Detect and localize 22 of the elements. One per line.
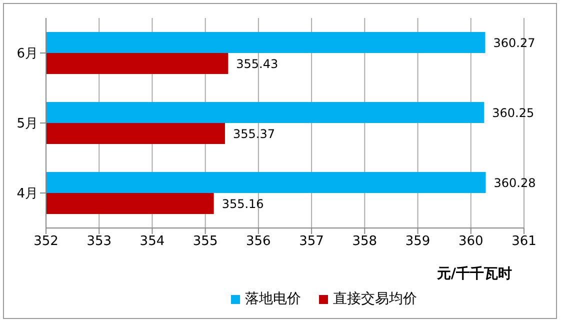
legend-label: 落地电价 — [244, 290, 301, 308]
x-tick-label: 354 — [140, 234, 165, 250]
x-tick-label: 359 — [405, 234, 430, 250]
x-axis-title: 元/千千瓦时 — [436, 265, 512, 282]
x-tick-label: 361 — [512, 234, 536, 250]
y-tick-label: 5月 — [16, 116, 38, 132]
data-label: 355.43 — [236, 56, 278, 71]
y-tick-label: 6月 — [16, 46, 38, 62]
data-label: 360.28 — [494, 176, 536, 190]
x-tick-label: 360 — [458, 234, 484, 250]
y-tick-label: 4月 — [16, 186, 38, 202]
data-label: 355.16 — [222, 196, 264, 211]
legend-label: 直接交易均价 — [332, 290, 417, 308]
data-label: 360.27 — [493, 36, 536, 50]
x-tick-label: 353 — [86, 234, 112, 250]
x-tick-label: 355 — [192, 234, 218, 250]
x-tick-label: 352 — [34, 234, 58, 250]
x-tick-label: 358 — [352, 234, 378, 250]
data-label: 355.37 — [232, 126, 275, 141]
x-tick-label: 356 — [246, 234, 271, 250]
x-tick-label: 357 — [299, 234, 324, 250]
data-label: 360.25 — [492, 106, 534, 120]
